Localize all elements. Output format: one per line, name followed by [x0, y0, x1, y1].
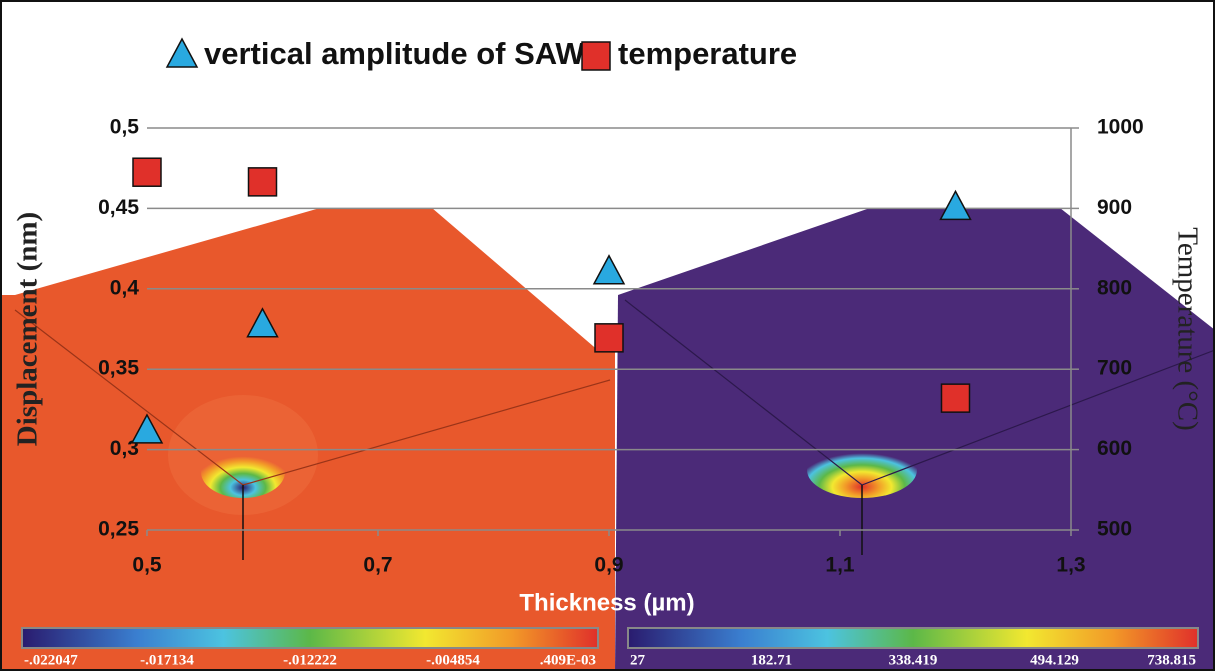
- y2-tick-label: 1000: [1097, 116, 1144, 139]
- colorbar-label: 494.129: [1030, 652, 1079, 668]
- y2-tick-label: 500: [1097, 518, 1132, 541]
- data-point: [942, 384, 970, 412]
- colorbar-label: -.017134: [140, 652, 194, 668]
- y2-tick-label: 800: [1097, 276, 1132, 299]
- data-point: [133, 158, 161, 186]
- y2-tick-label: 600: [1097, 437, 1132, 460]
- y-axis-title: Displacement (nm): [12, 212, 44, 446]
- colorbar-label: 738.815: [1147, 652, 1196, 668]
- x-axis-title: Thickness (µm): [519, 589, 694, 616]
- y-tick-label: 0,45: [98, 196, 139, 219]
- data-point: [249, 168, 277, 196]
- x-tick-label: 0,9: [594, 554, 623, 577]
- y-tick-label: 0,5: [110, 116, 140, 139]
- colorbar-label: -.004854: [426, 652, 480, 668]
- data-point: [594, 256, 624, 284]
- colorbar-label: -.012222: [283, 652, 337, 668]
- legend-label: temperature: [618, 36, 797, 71]
- y-tick-label: 0,25: [98, 518, 139, 541]
- y-tick-label: 0,4: [110, 276, 140, 299]
- legend-marker: [167, 39, 197, 67]
- x-tick-label: 0,5: [132, 554, 162, 577]
- legend-label: vertical amplitude of SAW: [204, 36, 585, 71]
- colorbar-label: 338.419: [889, 652, 938, 668]
- y2-axis-title: Temperature (°C): [1171, 227, 1203, 431]
- colorbar-label: .409E-03: [540, 652, 596, 668]
- x-tick-label: 1,1: [825, 554, 855, 577]
- data-point: [595, 324, 623, 352]
- colorbar-label: 182.71: [751, 652, 792, 668]
- x-tick-label: 1,3: [1056, 554, 1085, 577]
- legend-marker: [582, 42, 610, 70]
- y2-tick-label: 700: [1097, 357, 1132, 380]
- chart: Displacement (nm) Temperature (°C) Thick…: [0, 0, 1215, 671]
- colorbar-label: -.022047: [24, 652, 78, 668]
- data-point: [941, 191, 971, 219]
- y2-tick-label: 900: [1097, 196, 1132, 219]
- y-tick-label: 0,35: [98, 357, 139, 380]
- colorbar-label: 27: [630, 652, 646, 668]
- x-tick-label: 0,7: [363, 554, 392, 577]
